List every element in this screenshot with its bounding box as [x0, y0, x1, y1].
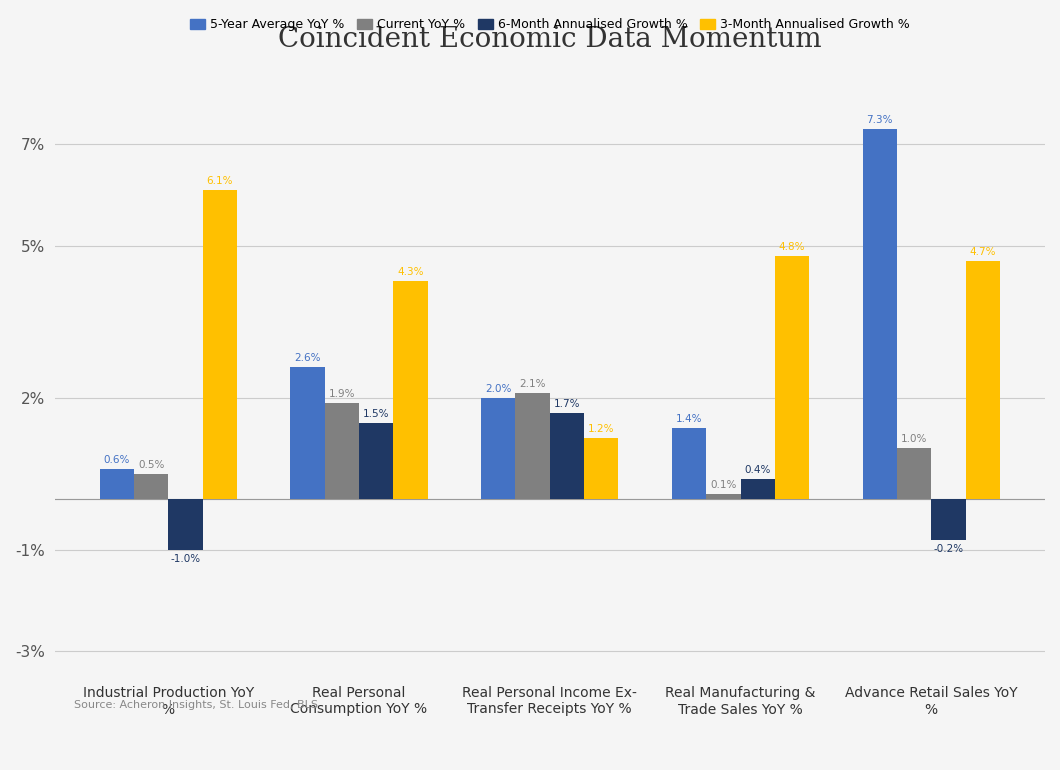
Text: 2.0%: 2.0%: [485, 383, 512, 393]
Bar: [324, 403, 359, 499]
Text: Source: Acheron Insights, St. Louis Fed, BLS: Source: Acheron Insights, St. Louis Fed,…: [74, 701, 318, 711]
Text: 0.4%: 0.4%: [744, 465, 771, 475]
Text: 1.9%: 1.9%: [329, 389, 355, 399]
Bar: [100, 469, 134, 499]
Text: 6.1%: 6.1%: [207, 176, 233, 186]
Bar: [550, 413, 584, 499]
Text: 2.1%: 2.1%: [519, 379, 546, 389]
Legend: 5-Year Average YoY %, Current YoY %, 6-Month Annualised Growth %, 3-Month Annual: 5-Year Average YoY %, Current YoY %, 6-M…: [186, 13, 915, 36]
Text: 1.5%: 1.5%: [363, 409, 389, 419]
Text: 1.4%: 1.4%: [676, 414, 703, 424]
Text: 7.3%: 7.3%: [867, 115, 894, 125]
Bar: [481, 397, 515, 499]
Bar: [741, 479, 775, 499]
Text: 4.7%: 4.7%: [970, 246, 996, 256]
Bar: [202, 189, 237, 499]
Bar: [290, 367, 324, 499]
Text: 0.5%: 0.5%: [138, 460, 164, 470]
Bar: [775, 256, 809, 499]
Text: 1.7%: 1.7%: [553, 399, 580, 409]
Text: 1.0%: 1.0%: [901, 434, 928, 444]
Bar: [515, 393, 550, 499]
Text: 2.6%: 2.6%: [295, 353, 321, 363]
Title: Coincident Economic Data Momentum: Coincident Economic Data Momentum: [278, 26, 822, 53]
Bar: [169, 499, 202, 550]
Text: 0.1%: 0.1%: [710, 480, 737, 490]
Text: 4.3%: 4.3%: [398, 267, 424, 277]
Text: -0.2%: -0.2%: [934, 544, 964, 554]
Bar: [359, 423, 393, 499]
Text: 1.2%: 1.2%: [588, 424, 615, 434]
Bar: [863, 129, 897, 499]
Text: -1.0%: -1.0%: [171, 554, 200, 564]
Bar: [966, 261, 1000, 499]
Bar: [706, 494, 741, 499]
Bar: [897, 448, 932, 499]
Bar: [932, 499, 966, 540]
Text: 4.8%: 4.8%: [779, 242, 806, 252]
Bar: [584, 438, 618, 499]
Bar: [393, 281, 428, 499]
Bar: [134, 474, 169, 499]
Text: 0.6%: 0.6%: [104, 454, 130, 464]
Bar: [672, 428, 706, 499]
